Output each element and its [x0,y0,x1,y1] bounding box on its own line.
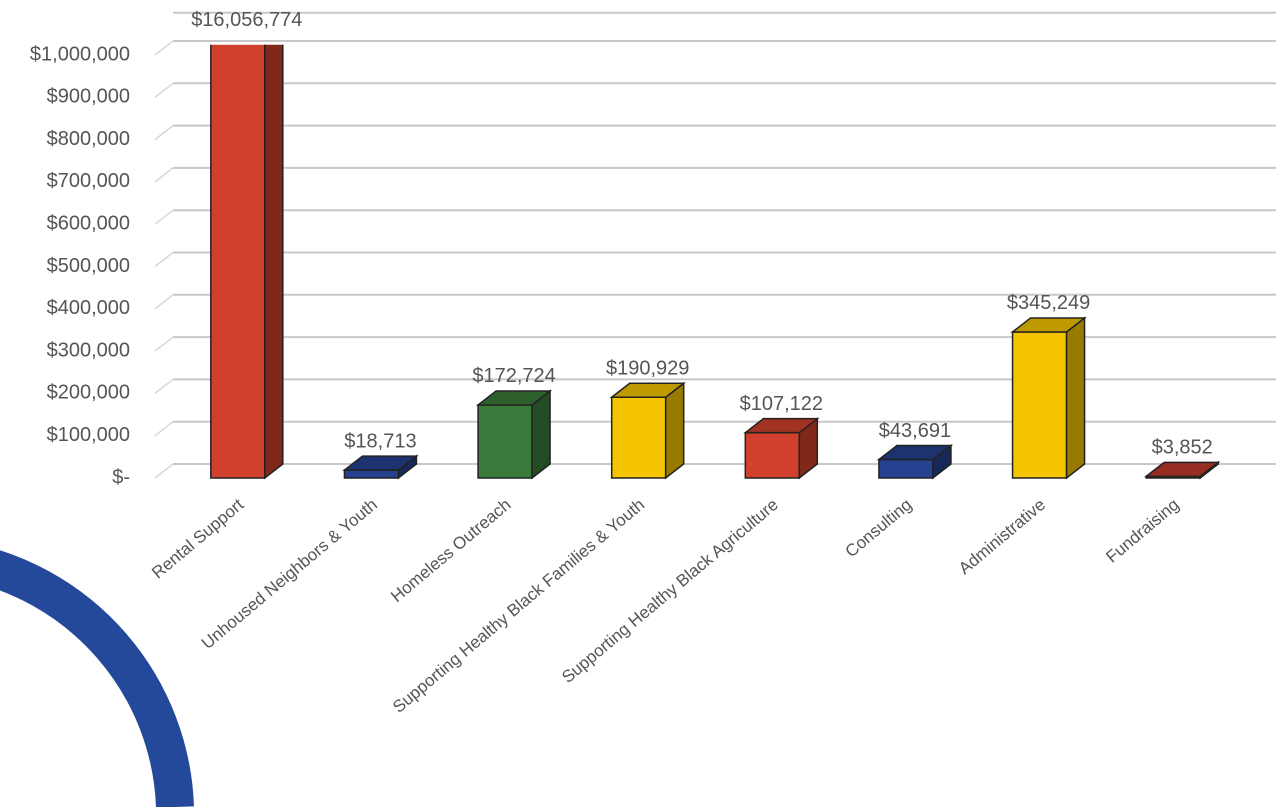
bar [478,391,550,478]
bar-side [532,391,550,478]
grid-diagonal [155,253,173,267]
x-tick-label: Administrative [955,495,1049,578]
value-label: $345,249 [1007,292,1090,314]
y-tick-label: $600,000 [47,212,130,234]
grid-diagonal [155,168,173,182]
value-label: $16,056,774 [191,9,302,31]
y-tick-label: $700,000 [47,170,130,192]
y-tick-label: $500,000 [47,255,130,277]
grid-diagonal [155,422,173,436]
bar [211,0,283,478]
y-tick-label: $300,000 [47,339,130,361]
y-tick-label: $400,000 [47,297,130,319]
grid-diagonal [155,41,173,55]
bars [211,0,1218,478]
grid-diagonal [155,464,173,478]
bar [879,446,951,478]
bar-front [879,460,933,478]
y-tick-label: $100,000 [47,424,130,446]
chart: $- $100,000 $200,000 $300,000 $400,000 $500,0… [0,0,1276,807]
grid-diagonal [155,337,173,351]
x-tick-label: Supporting Healthy Black Agriculture [558,495,782,687]
bar [612,383,684,478]
grid-diagonal [155,379,173,393]
value-label: $172,724 [472,365,555,387]
grid-diagonal [155,295,173,309]
y-tick-label: $200,000 [47,382,130,404]
decorative-arc [0,560,175,807]
bar-front [745,433,799,478]
x-tick-label: Supporting Healthy Black Families & Yout… [389,495,648,717]
value-label: $18,713 [344,430,416,452]
grid-diagonal [155,210,173,224]
value-label: $3,852 [1152,437,1213,459]
y-tick-label: $900,000 [47,86,130,108]
value-label: $43,691 [879,420,951,442]
bar-front [478,405,532,478]
y-tick-label: $- [112,466,130,488]
y-tick-label: $800,000 [47,128,130,150]
x-tick-label: Homeless Outreach [387,495,514,606]
grid-diagonal [155,83,173,97]
bar-side [1067,318,1085,478]
x-tick-label: Consulting [842,495,916,561]
bar [344,456,416,478]
value-label: $107,122 [740,393,823,415]
grid [155,13,1276,478]
grid-diagonal [155,126,173,140]
bar-front [344,470,398,478]
value-label: $190,929 [606,358,689,380]
y-tick-label: $1,000,000 [30,43,130,65]
x-tick-label: Rental Support [148,495,247,583]
bar-front [211,0,265,478]
bar-front [1013,332,1067,478]
bar-side [666,383,684,478]
bar [1013,318,1085,478]
bar-front [612,397,666,478]
x-tick-label: Fundraising [1102,495,1182,567]
bar [745,419,817,478]
bar-side [265,0,283,478]
